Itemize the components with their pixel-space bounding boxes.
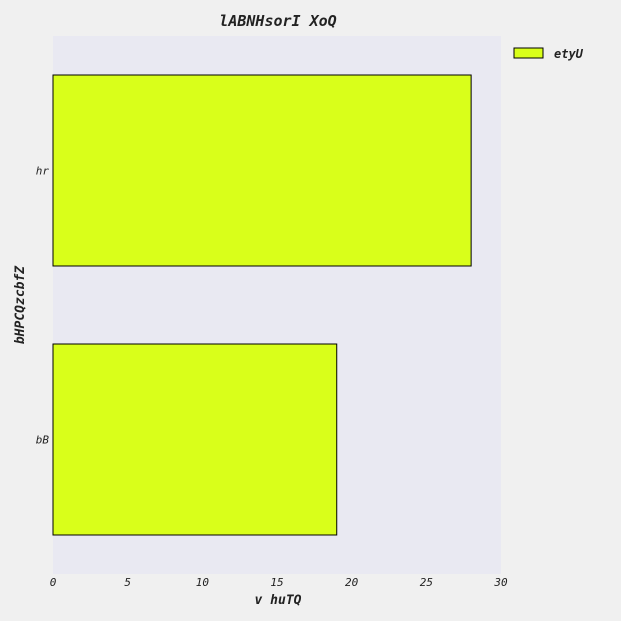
x-tick-label: 30 — [493, 576, 508, 589]
bars-layer — [52, 74, 472, 536]
x-tick-labels: 0 5 10 15 20 25 30 — [50, 576, 508, 589]
y-axis-label: bHPCQzcbfZ — [13, 265, 28, 344]
x-tick-label: 25 — [420, 576, 433, 589]
bar-bB — [52, 343, 338, 536]
x-tick-label: 10 — [196, 576, 210, 589]
bar-hr — [52, 74, 472, 267]
x-tick-label: 5 — [124, 576, 131, 589]
legend-swatch — [513, 47, 544, 59]
legend-label: etyU — [554, 47, 584, 61]
x-axis-label: v huTQ — [255, 593, 302, 608]
chart-title: lABNHsorI XoQ — [219, 12, 336, 30]
y-tick-label: bB — [36, 434, 50, 447]
y-tick-label: hr — [36, 165, 50, 178]
x-tick-label: 0 — [50, 576, 57, 589]
y-tick-labels: hr bB — [36, 165, 50, 447]
legend: etyU — [513, 47, 584, 61]
x-tick-label: 20 — [345, 576, 359, 589]
x-tick-label: 15 — [270, 576, 283, 589]
